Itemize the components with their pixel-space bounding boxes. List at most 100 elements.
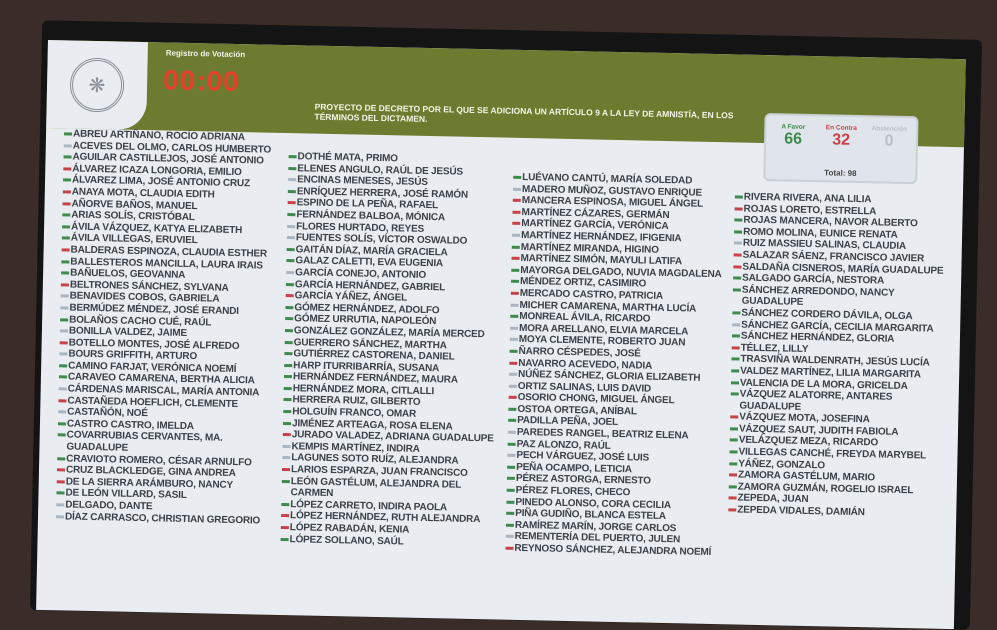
vote-none-marker bbox=[282, 456, 291, 460]
vote-none-marker bbox=[286, 236, 295, 240]
vote-favor-marker bbox=[284, 328, 293, 333]
vote-contra-marker bbox=[510, 291, 519, 295]
vote-favor-marker bbox=[283, 398, 292, 402]
vote-none-marker bbox=[287, 224, 296, 228]
vote-favor-marker bbox=[507, 465, 516, 469]
vote-favor-marker bbox=[506, 488, 515, 492]
vote-contra-marker bbox=[61, 248, 70, 252]
logo-panel: ❋ bbox=[46, 40, 148, 131]
vote-contra-marker bbox=[56, 480, 65, 484]
vote-none-marker bbox=[59, 352, 68, 356]
vote-favor-marker bbox=[511, 245, 520, 249]
vote-favor-marker bbox=[61, 271, 70, 275]
vote-favor-marker bbox=[508, 407, 517, 411]
vote-favor-marker bbox=[57, 456, 66, 461]
vote-favor-marker bbox=[63, 155, 72, 159]
vote-favor-marker bbox=[288, 155, 297, 159]
vote-favor-marker bbox=[730, 380, 740, 385]
vote-none-marker bbox=[510, 326, 519, 330]
vote-favor-marker bbox=[57, 422, 66, 426]
vote-contra-marker bbox=[512, 222, 521, 226]
members-column-3: LUÉVANO CANTÚ, MARÍA SOLEDAD MADERO MUÑOZ… bbox=[505, 172, 735, 559]
vote-favor-marker bbox=[729, 450, 738, 454]
vote-none-marker bbox=[511, 233, 521, 237]
vote-favor-marker bbox=[285, 282, 294, 286]
countdown-timer: 00:00 bbox=[162, 64, 241, 98]
vote-contra-marker bbox=[281, 514, 290, 518]
vote-none-marker bbox=[505, 535, 514, 539]
vote-contra-marker bbox=[511, 256, 520, 261]
abstention-count: 0 bbox=[884, 132, 894, 150]
vote-favor-marker bbox=[511, 268, 520, 272]
vote-favor-marker bbox=[56, 491, 65, 495]
vote-contra-marker bbox=[733, 264, 742, 269]
members-column-1: ABREU ARTIÑANO, ROCÍO ADRIANA ACEVES DEL … bbox=[55, 128, 286, 527]
vote-favor-marker bbox=[734, 218, 743, 222]
vote-none-marker bbox=[510, 303, 519, 307]
vote-contra-marker bbox=[733, 253, 742, 257]
vote-none-marker bbox=[60, 306, 69, 310]
vote-favor-marker bbox=[505, 523, 514, 527]
vote-favor-marker bbox=[62, 225, 71, 229]
vote-favor-marker bbox=[285, 305, 294, 309]
vote-contra-marker bbox=[62, 201, 71, 206]
vote-favor-marker bbox=[57, 433, 66, 437]
vote-none-marker bbox=[507, 430, 516, 434]
vote-none-marker bbox=[286, 270, 295, 275]
vote-favor-marker bbox=[63, 178, 72, 182]
members-column-2: DOTHÉ MATA, PRIMO ELENES ANGULO, RAÚL DE … bbox=[280, 151, 510, 550]
vote-contra-marker bbox=[287, 201, 296, 205]
vote-contra-marker bbox=[58, 398, 67, 403]
vote-favor-marker bbox=[284, 363, 293, 367]
vote-favor-marker bbox=[506, 511, 515, 516]
vote-favor-marker bbox=[284, 340, 293, 344]
vote-favor-marker bbox=[731, 334, 740, 338]
tally-favor: A Favor 66 bbox=[770, 123, 817, 149]
vote-favor-marker bbox=[734, 230, 743, 234]
vote-favor-marker bbox=[282, 421, 292, 425]
vote-contra-marker bbox=[60, 283, 69, 287]
vote-tally: A Favor 66 En Contra 32 Abstención 0 Tot… bbox=[763, 113, 919, 185]
national-seal-icon: ❋ bbox=[69, 57, 125, 113]
vote-none-marker bbox=[733, 241, 742, 245]
vote-favor-marker bbox=[729, 438, 738, 443]
favor-count: 66 bbox=[784, 130, 803, 148]
vote-favor-marker bbox=[731, 369, 740, 373]
vote-contra-marker bbox=[508, 396, 517, 400]
screen-subtitle: Registro de Votación bbox=[165, 48, 246, 60]
vote-favor-marker bbox=[288, 166, 297, 170]
vote-favor-marker bbox=[507, 442, 516, 446]
vote-contra-marker bbox=[62, 190, 71, 194]
vote-none-marker bbox=[58, 387, 67, 391]
vote-favor-marker bbox=[286, 247, 295, 251]
tally-contra: En Contra 32 bbox=[818, 124, 865, 150]
total-count: Total: 98 bbox=[824, 168, 857, 178]
vote-none-marker bbox=[56, 503, 65, 507]
vote-favor-marker bbox=[283, 410, 292, 414]
vote-favor-marker bbox=[287, 213, 296, 217]
vote-favor-marker bbox=[730, 392, 739, 396]
contra-count: 32 bbox=[831, 131, 851, 149]
vote-contra-marker bbox=[512, 198, 521, 203]
vote-contra-marker bbox=[731, 346, 740, 350]
member-name: LÓPEZ SOLLANO, SAÚL bbox=[289, 533, 404, 548]
vote-none-marker bbox=[509, 372, 518, 376]
vote-favor-marker bbox=[733, 276, 742, 280]
vote-favor-marker bbox=[283, 375, 293, 379]
vote-contra-marker bbox=[56, 468, 66, 472]
motion-title: PROYECTO DE DECRETO POR EL QUE SE ADICIO… bbox=[314, 101, 734, 124]
vote-favor-marker bbox=[508, 419, 517, 423]
vote-favor-marker bbox=[285, 317, 294, 321]
vote-contra-marker bbox=[512, 210, 521, 214]
vote-contra-marker bbox=[63, 167, 72, 171]
vote-favor-marker bbox=[506, 500, 515, 504]
vote-contra-marker bbox=[282, 468, 291, 472]
vote-none-marker bbox=[512, 187, 522, 191]
vote-favor-marker bbox=[734, 195, 743, 199]
vote-favor-marker bbox=[281, 479, 290, 483]
vote-none-marker bbox=[282, 444, 291, 449]
vote-contra-marker bbox=[282, 433, 291, 437]
vote-favor-marker bbox=[729, 462, 738, 466]
vote-contra-marker bbox=[728, 496, 737, 500]
members-column-4: RIVERA RIVERA, ANA LILIA ROJAS LORETO, ES… bbox=[728, 191, 957, 520]
